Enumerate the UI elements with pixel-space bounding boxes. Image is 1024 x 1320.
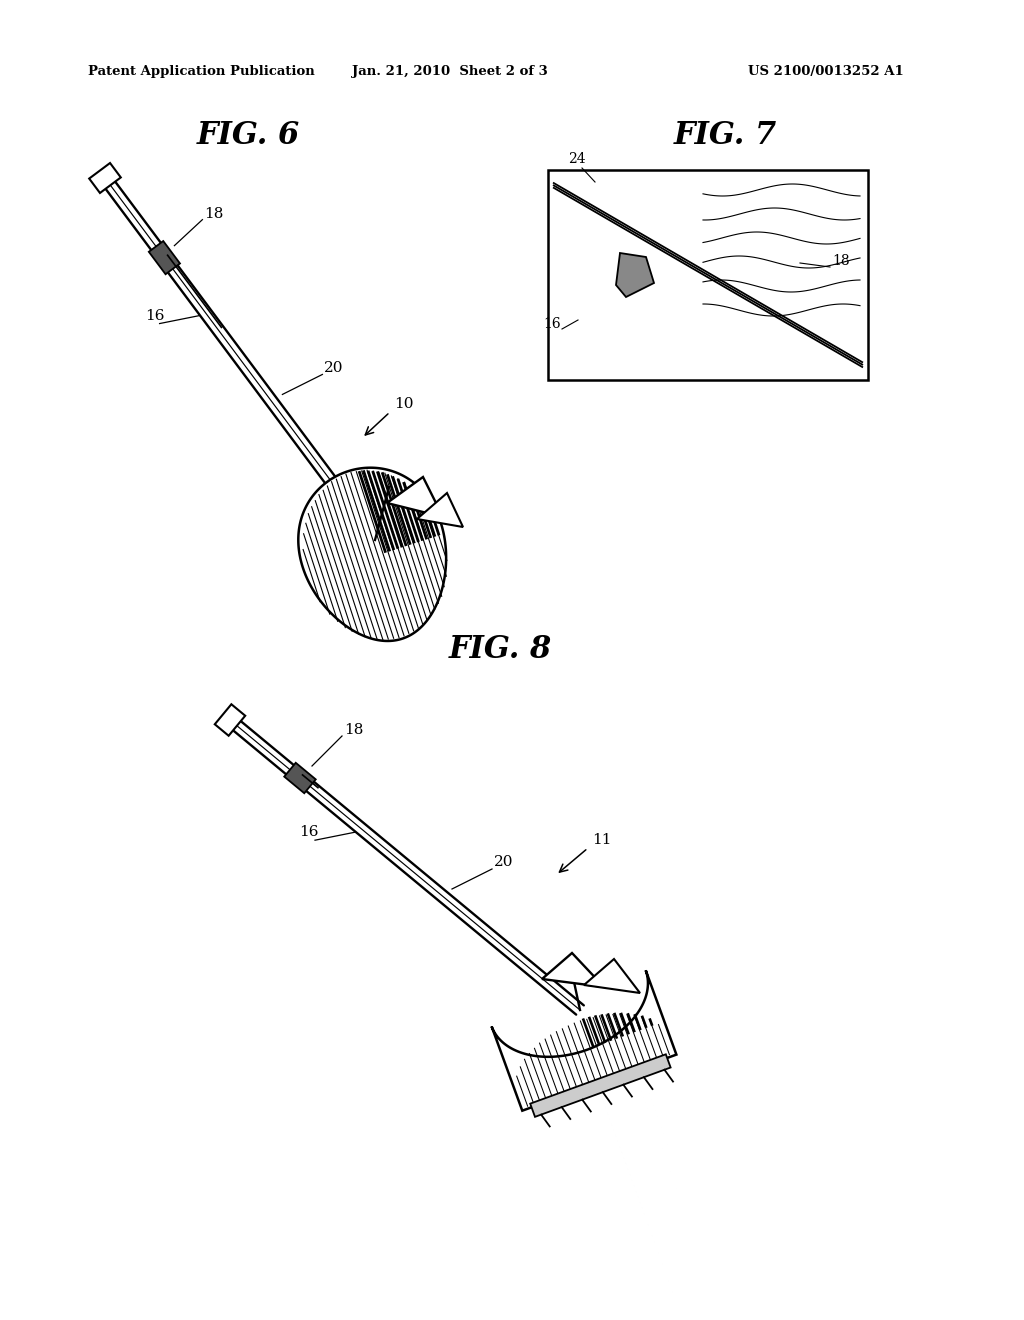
Text: US 2100/0013252 A1: US 2100/0013252 A1	[748, 66, 904, 78]
Text: 24: 24	[568, 152, 586, 166]
Polygon shape	[417, 492, 463, 527]
Polygon shape	[89, 162, 121, 193]
Text: 16: 16	[145, 309, 165, 322]
Text: 18: 18	[205, 207, 224, 220]
Polygon shape	[542, 953, 604, 987]
Polygon shape	[530, 1055, 671, 1117]
Text: 18: 18	[344, 723, 364, 737]
Text: 18: 18	[831, 253, 850, 268]
Polygon shape	[298, 467, 446, 642]
Polygon shape	[387, 477, 443, 517]
Text: 16: 16	[299, 825, 318, 840]
Text: FIG. 6: FIG. 6	[197, 120, 300, 150]
Polygon shape	[285, 763, 315, 793]
Text: Patent Application Publication: Patent Application Publication	[88, 66, 314, 78]
Polygon shape	[584, 960, 640, 993]
Polygon shape	[492, 970, 677, 1110]
Polygon shape	[215, 705, 245, 735]
Polygon shape	[616, 253, 654, 297]
Text: 20: 20	[494, 855, 513, 869]
Bar	[548, 170, 868, 380]
Text: 10: 10	[394, 397, 414, 411]
Text: 11: 11	[592, 833, 611, 847]
Text: 20: 20	[325, 362, 344, 375]
Text: Jan. 21, 2010  Sheet 2 of 3: Jan. 21, 2010 Sheet 2 of 3	[352, 66, 548, 78]
Text: FIG. 8: FIG. 8	[449, 635, 552, 665]
Text: 16: 16	[543, 317, 560, 331]
Text: FIG. 7: FIG. 7	[674, 120, 776, 150]
Polygon shape	[148, 242, 180, 275]
